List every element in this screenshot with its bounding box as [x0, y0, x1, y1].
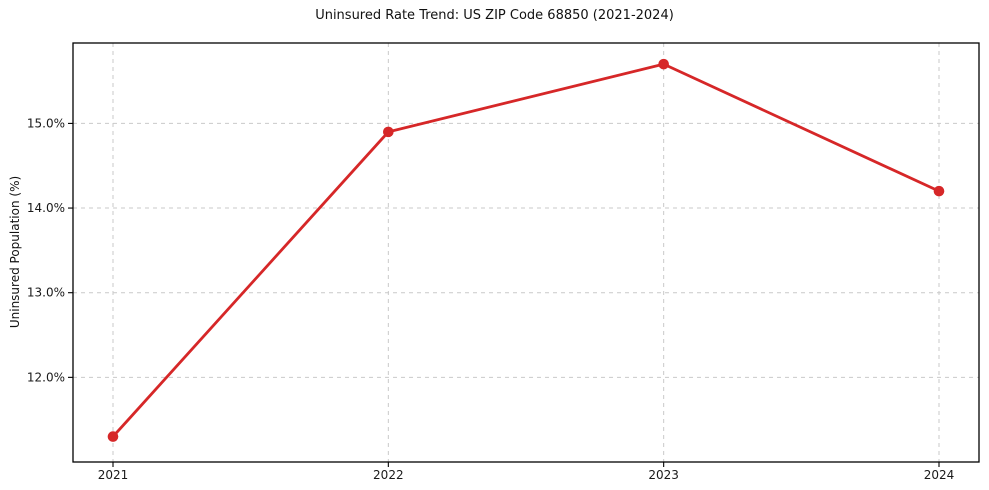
x-tick-label: 2022	[373, 468, 404, 482]
data-point-2022	[383, 126, 394, 138]
data-point-2021	[107, 431, 119, 442]
chart-title: Uninsured Rate Trend: US ZIP Code 68850 …	[315, 8, 674, 23]
x-tick-label: 2024	[924, 468, 955, 482]
plot-border	[72, 42, 980, 463]
trend-line	[111, 62, 941, 439]
data-point-2024	[933, 185, 945, 197]
y-tick-label: 15.0%	[27, 116, 65, 130]
x-tick-label: 2023	[648, 468, 679, 482]
y-tick-label: 14.0%	[27, 201, 65, 215]
y-tick-label: 13.0%	[27, 286, 65, 300]
x-tick-label: 2021	[98, 468, 129, 482]
data-point-2023	[658, 58, 669, 70]
y-tick-label: 12.0%	[27, 370, 65, 384]
